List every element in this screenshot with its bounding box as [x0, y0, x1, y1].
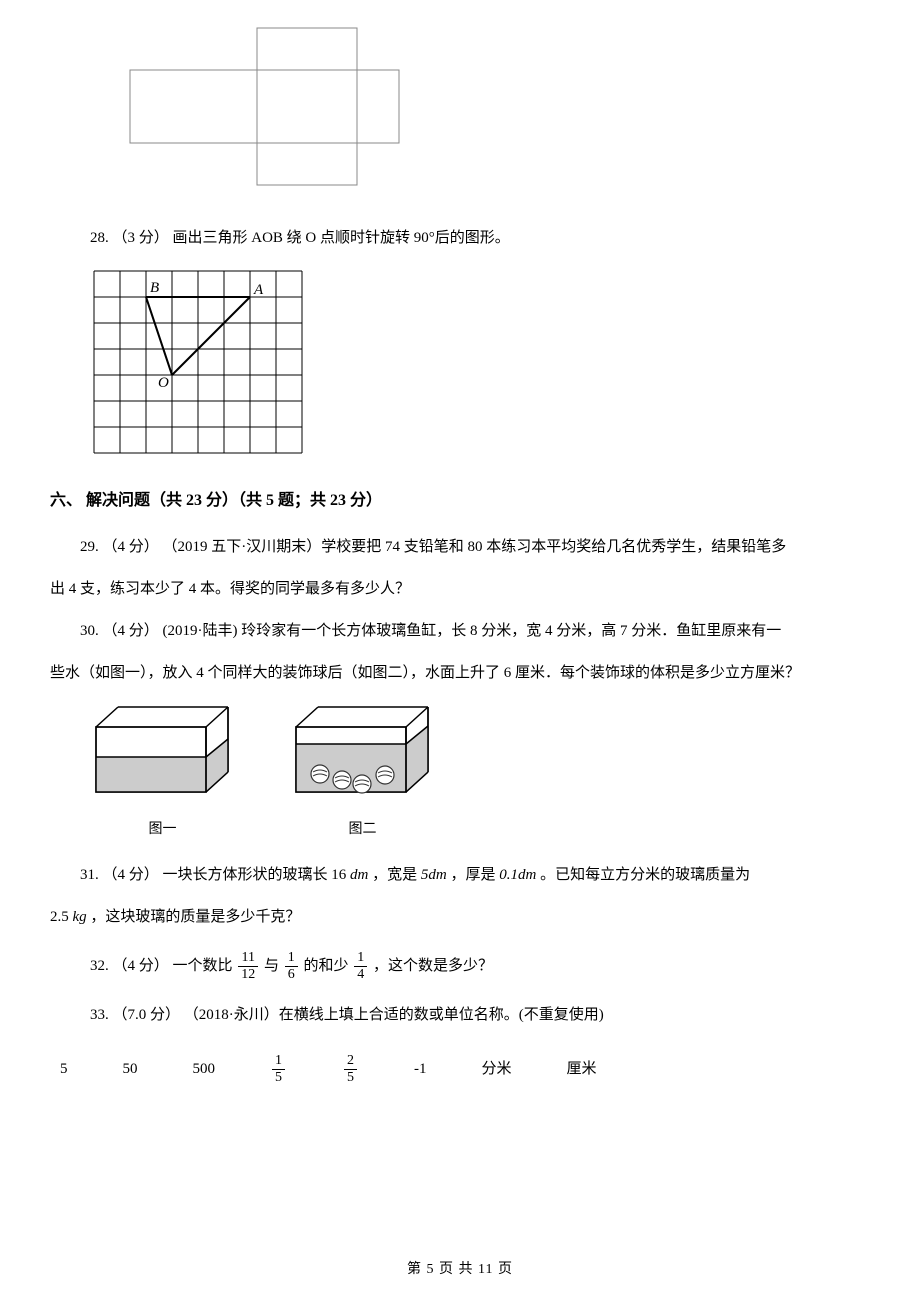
page-footer: 第 5 页 共 11 页: [0, 1257, 920, 1282]
q31-pre: 31. （4 分） 一块长方体形状的玻璃长 16: [80, 867, 350, 883]
tank1-label: 图一: [90, 817, 235, 842]
q30-line1: 30. （4 分） (2019·陆丰) 玲玲家有一个长方体玻璃鱼缸，长 8 分米…: [50, 618, 870, 645]
q29-line2: 出 4 支，练习本少了 4 本。得奖的同学最多有多少人？: [50, 576, 870, 603]
grid-diagram: B A O: [90, 267, 870, 467]
q29-line1: 29. （4 分） （2019 五下·汉川期末）学校要把 74 支铅笔和 80 …: [50, 534, 870, 561]
fill-v4: -1: [414, 1056, 427, 1083]
fill-frac2: 25: [344, 1054, 357, 1085]
tank1-svg: [90, 702, 235, 802]
q31-kg: kg: [73, 909, 87, 925]
q32-frac3: 14: [354, 951, 367, 982]
q31-dm2: dm: [428, 867, 446, 883]
q32-frac2: 16: [285, 951, 298, 982]
q32-block: 32. （4 分） 一个数比 1112 与 16 的和少 14 ，这个数是多少？: [90, 951, 870, 982]
q31-line2a: 2.5: [50, 909, 73, 925]
q31-mid3: 。已知每立方分米的玻璃质量为: [536, 867, 750, 883]
section-6-header: 六、 解决问题（共 23 分）（共 5 题；共 23 分）: [50, 487, 870, 516]
q31-v01: 0.1: [499, 867, 518, 883]
q32-mid2: 的和少: [304, 958, 353, 974]
fill-v3: 500: [193, 1056, 216, 1083]
q30-line2: 些水（如图一），放入 4 个同样大的装饰球后（如图二），水面上升了 6 厘米．每…: [50, 660, 870, 687]
q32-pre: 32. （4 分） 一个数比: [90, 958, 236, 974]
q31-dm3: dm: [518, 867, 536, 883]
q31-dm1: dm: [350, 867, 368, 883]
fill-frac1: 15: [272, 1054, 285, 1085]
tank2-label: 图二: [290, 817, 435, 842]
fill-v1: 5: [60, 1056, 68, 1083]
grid-label-O: O: [158, 375, 169, 391]
q32-frac1: 1112: [238, 951, 258, 982]
tank-diagrams: 图一: [90, 702, 870, 842]
fill-u1: 分米: [482, 1056, 512, 1083]
tank-2: 图二: [290, 702, 435, 842]
grid-label-B: B: [150, 280, 159, 296]
q29-block: 29. （4 分） （2019 五下·汉川期末）学校要把 74 支铅笔和 80 …: [50, 534, 870, 603]
q31-block: 31. （4 分） 一块长方体形状的玻璃长 16 dm ，宽是 5dm ，厚是 …: [50, 862, 870, 931]
grid-label-A: A: [253, 282, 264, 298]
tank2-svg: [290, 702, 435, 802]
q31-line2b: ，这块玻璃的质量是多少千克？: [87, 909, 301, 925]
fill-u2: 厘米: [567, 1056, 597, 1083]
tank-1: 图一: [90, 702, 235, 842]
fill-row: 5 50 500 15 25 -1 分米 厘米: [60, 1054, 870, 1085]
fill-v2: 50: [123, 1056, 138, 1083]
q32-post: ，这个数是多少？: [373, 958, 493, 974]
q31-mid2: ，厚是: [447, 867, 500, 883]
net-diagram: [90, 20, 870, 195]
q32-mid1: 与: [264, 958, 283, 974]
q31-mid1: ，宽是: [368, 867, 421, 883]
grid-svg: B A O: [90, 267, 306, 457]
q33-text: 33. （7.0 分） （2018·永川）在横线上填上合适的数或单位名称。(不重…: [90, 1002, 870, 1029]
q28-text: 28. （3 分） 画出三角形 AOB 绕 O 点顺时针旋转 90°后的图形。: [90, 225, 870, 252]
net-svg: [90, 20, 410, 195]
q30-block: 30. （4 分） (2019·陆丰) 玲玲家有一个长方体玻璃鱼缸，长 8 分米…: [50, 618, 870, 687]
